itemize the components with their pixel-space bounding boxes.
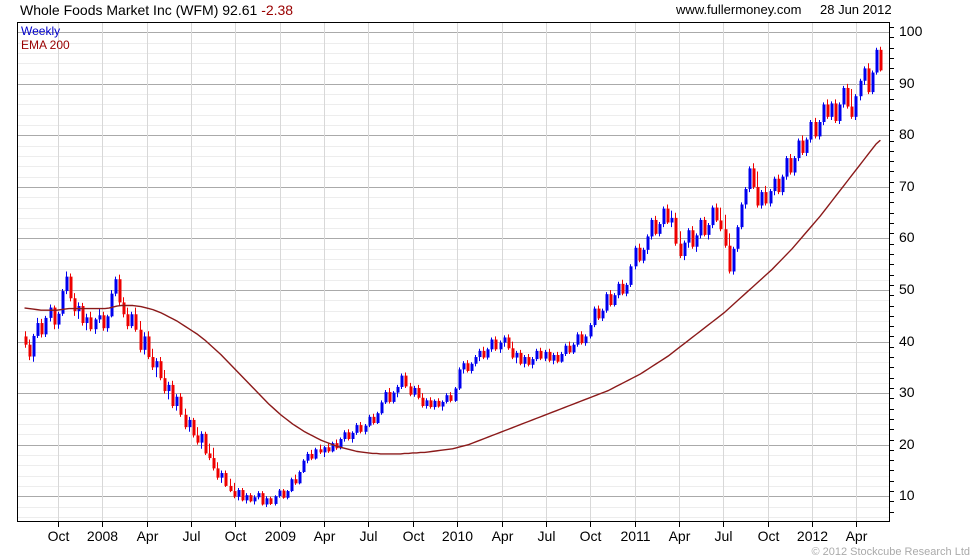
x-axis-tick-label: Oct — [757, 528, 780, 544]
as-of-date: 28 Jun 2012 — [820, 2, 892, 17]
website-label: www.fullermoney.com — [676, 2, 802, 17]
y-axis-tick-label: 20 — [899, 435, 915, 452]
page-title: Whole Foods Market Inc (WFM) 92.61 -2.38 — [20, 2, 293, 18]
y-axis-tick-label: 80 — [899, 126, 915, 143]
x-axis-tick-label: Apr — [491, 528, 514, 544]
x-axis-tick-label: Oct — [47, 528, 70, 544]
chart-canvas — [17, 22, 890, 522]
y-axis-tick-label: 30 — [899, 384, 915, 401]
x-axis-tick-label: 2010 — [441, 528, 474, 544]
instrument-title: Whole Foods Market Inc (WFM) 92.61 — [20, 2, 262, 18]
x-axis-tick-label: Apr — [668, 528, 691, 544]
copyright-notice: © 2012 Stockcube Research Ltd — [811, 546, 970, 558]
x-axis-tick-label: Apr — [845, 528, 868, 544]
y-axis-tick-label: 70 — [899, 177, 915, 194]
price-chart[interactable]: Weekly EMA 200 — [17, 22, 890, 522]
x-axis-tick-label: 2008 — [86, 528, 119, 544]
x-axis-tick-label: Jul — [714, 528, 733, 544]
x-axis-tick-label: Jul — [537, 528, 556, 544]
x-axis-tick-label: 2011 — [620, 528, 651, 544]
y-axis-tick-label: 10 — [899, 487, 915, 504]
x-axis-tick-label: Apr — [313, 528, 336, 544]
y-axis-tick-label: 50 — [899, 281, 915, 298]
y-axis-tick-label: 90 — [899, 74, 915, 91]
x-axis-tick-label: Oct — [402, 528, 425, 544]
chart-header: Whole Foods Market Inc (WFM) 92.61 -2.38… — [0, 0, 980, 22]
x-axis-tick-label: 2009 — [264, 528, 297, 544]
x-axis-tick-label: 2012 — [796, 528, 829, 544]
x-axis-tick-label: Apr — [136, 528, 159, 544]
y-axis-tick-label: 100 — [899, 23, 923, 40]
x-axis-tick-label: Oct — [579, 528, 602, 544]
x-axis-tick-label: Oct — [224, 528, 247, 544]
x-axis-tick-label: Jul — [182, 528, 201, 544]
x-axis-tick-label: Jul — [359, 528, 378, 544]
y-axis-tick-label: 40 — [899, 332, 915, 349]
price-change: -2.38 — [261, 2, 294, 18]
y-axis-tick-label: 60 — [899, 229, 915, 246]
